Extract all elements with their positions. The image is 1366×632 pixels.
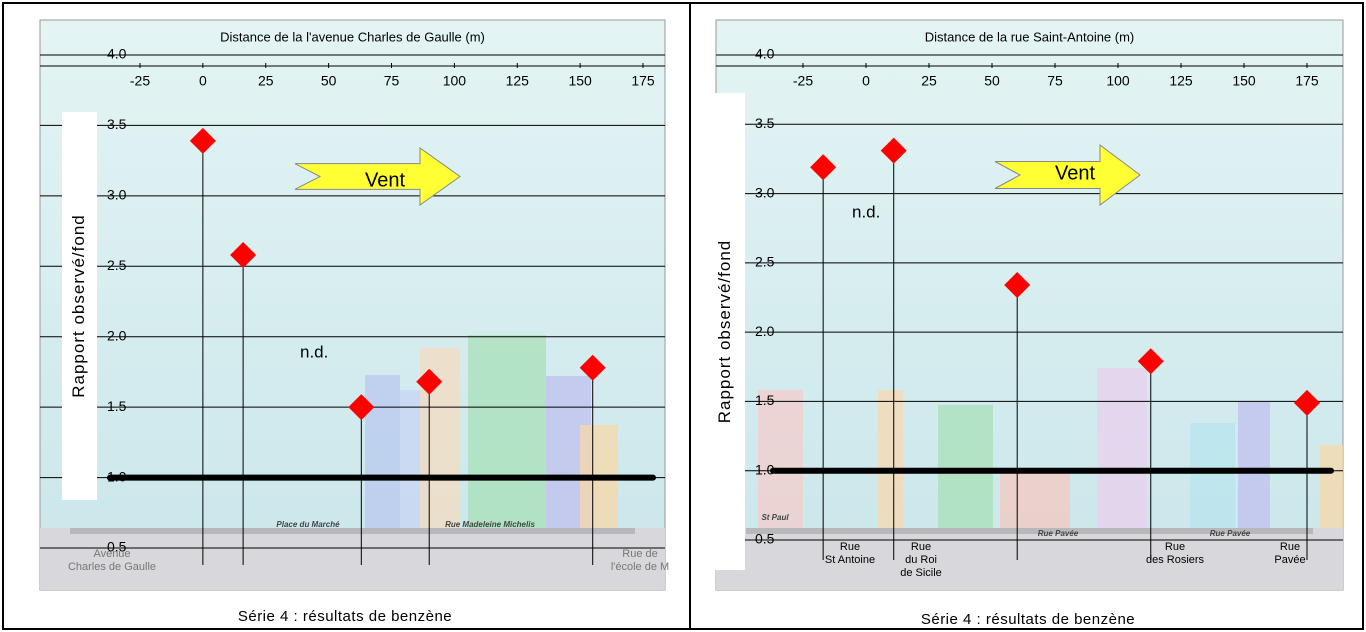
y-tick-label: 0.5 — [755, 531, 775, 547]
y-tick-label: 3.0 — [107, 187, 127, 203]
x-tick-label: 125 — [506, 73, 530, 89]
x-axis-title: Distance de la l'avenue Charles de Gaull… — [220, 29, 485, 44]
y-axis-title: Rapport observé/fond — [69, 214, 88, 398]
building — [468, 335, 546, 535]
building — [1320, 445, 1343, 530]
y-tick-label: 2.5 — [755, 254, 775, 270]
building — [1238, 402, 1270, 530]
x-tick-label: -25 — [793, 73, 813, 89]
y-tick-label: 4.0 — [755, 46, 775, 62]
x-tick-label: 175 — [1295, 73, 1319, 89]
wind-label: Vent — [1055, 162, 1095, 184]
street-label: Avenue Charles de Gaulle — [68, 548, 156, 574]
y-tick-label: 2.0 — [755, 323, 775, 339]
scene-label: St Paul — [761, 513, 789, 522]
scene-label: Rue Pavée — [1038, 529, 1079, 538]
building — [758, 390, 803, 530]
x-tick-label: 0 — [199, 73, 207, 89]
y-tick-label: 3.0 — [755, 184, 775, 200]
x-tick-label: 175 — [631, 73, 655, 89]
y-tick-label: 4.0 — [107, 46, 127, 62]
scene-label: Rue Madeleine Michelis — [445, 520, 535, 529]
y-tick-label: 3.5 — [755, 115, 775, 131]
x-tick-label: 150 — [568, 73, 592, 89]
wind-label: Vent — [365, 169, 405, 191]
street-label: Rue des Rosiers — [1146, 541, 1204, 567]
street-label: Rue Pavée — [1274, 541, 1305, 567]
x-tick-label: 75 — [384, 73, 400, 89]
x-tick-label: -25 — [130, 73, 150, 89]
x-tick-label: 125 — [1169, 73, 1193, 89]
page: Distance de la l'avenue Charles de Gaull… — [0, 0, 1366, 632]
x-tick-label: 100 — [1106, 73, 1130, 89]
x-tick-label: 25 — [921, 73, 937, 89]
chart: Distance de la l'avenue Charles de Gaull… — [0, 0, 1366, 632]
y-axis-title: Rapport observé/fond — [715, 240, 734, 424]
y-tick-label: 2.5 — [107, 257, 127, 273]
x-tick-label: 25 — [258, 73, 274, 89]
x-tick-label: 0 — [862, 73, 870, 89]
x-tick-label: 50 — [321, 73, 337, 89]
x-tick-label: 100 — [443, 73, 467, 89]
x-tick-label: 75 — [1047, 73, 1063, 89]
street-label: Rue de l'école de M — [611, 548, 669, 574]
building — [1000, 470, 1070, 530]
nd-label: n.d. — [300, 342, 328, 361]
building — [1190, 423, 1235, 530]
y-tick-label: 2.0 — [107, 327, 127, 343]
building — [878, 390, 903, 530]
caption: Série 4 : résultats de benzène — [921, 611, 1135, 628]
nd-label: n.d. — [852, 202, 880, 221]
building — [1097, 368, 1147, 530]
scene-label: Place du Marché — [276, 520, 340, 529]
building — [365, 375, 400, 535]
x-tick-label: 150 — [1232, 73, 1256, 89]
y-tick-label: 1.5 — [755, 392, 775, 408]
street-label: Rue St Antoine — [825, 541, 875, 567]
y-tick-label: 3.5 — [107, 116, 127, 132]
y-tick-label: 1.5 — [107, 398, 127, 414]
building — [938, 405, 993, 530]
scene-label: Rue Pavée — [1210, 529, 1251, 538]
x-axis-title: Distance de la rue Saint-Antoine (m) — [925, 29, 1135, 44]
sidewalk — [70, 528, 635, 534]
caption: Série 4 : résultats de benzène — [238, 608, 452, 625]
street-label: Rue du Roi de Sicile — [900, 541, 942, 580]
x-tick-label: 50 — [984, 73, 1000, 89]
